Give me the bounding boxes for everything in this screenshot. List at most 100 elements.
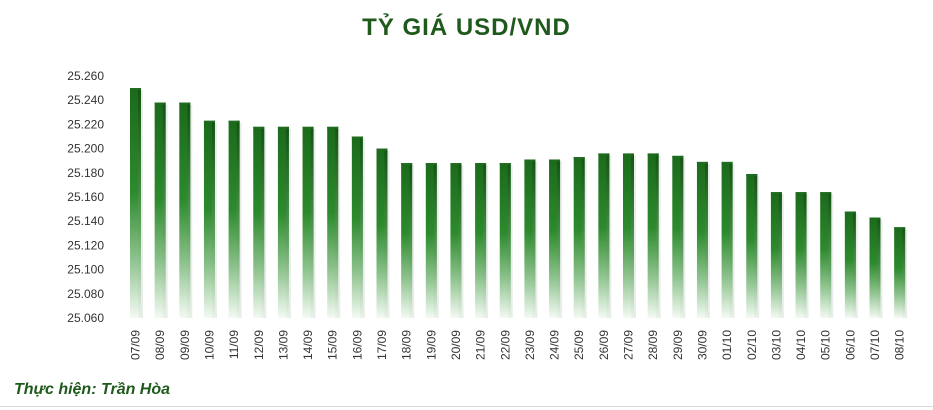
bar-body xyxy=(549,159,561,318)
bar-cap xyxy=(154,102,166,105)
bar-cap xyxy=(696,161,708,164)
x-tick-label: 09/09 xyxy=(178,330,192,360)
bar-body xyxy=(696,161,708,318)
bar xyxy=(696,161,710,318)
bar-body xyxy=(623,153,634,318)
bar-cap xyxy=(401,163,413,166)
x-tick-label: 25/09 xyxy=(572,330,586,360)
bar xyxy=(844,211,858,318)
bar-body xyxy=(228,120,240,319)
bar-cap xyxy=(425,163,437,166)
bar xyxy=(795,192,809,318)
bar xyxy=(524,159,538,318)
x-tick-label: 27/09 xyxy=(622,330,636,360)
chart-title: TỶ GIÁ USD/VND xyxy=(362,14,571,41)
y-tick-label: 25.220 xyxy=(67,117,104,131)
bar-side xyxy=(335,126,339,318)
bar-body xyxy=(154,102,166,319)
y-tick-label: 25.100 xyxy=(67,263,104,277)
bar xyxy=(154,102,168,319)
bar xyxy=(647,153,661,318)
bar-cap xyxy=(277,126,289,129)
bar-cap xyxy=(795,192,807,195)
x-tick-label: 29/09 xyxy=(671,330,685,360)
bar xyxy=(746,174,760,318)
bar-cap xyxy=(351,136,363,139)
bar-body xyxy=(672,155,684,318)
bar-cap xyxy=(721,161,733,164)
bar-side xyxy=(359,136,363,318)
y-tick-label: 25.180 xyxy=(67,166,104,180)
bar-side xyxy=(704,161,708,318)
bar-cap xyxy=(376,148,388,151)
bar-cap xyxy=(672,155,684,158)
bar xyxy=(672,155,686,318)
bar-side xyxy=(729,161,733,318)
bar-side xyxy=(187,102,191,319)
bar-cap xyxy=(549,159,561,162)
bar-side xyxy=(433,163,437,318)
bar-body xyxy=(253,126,265,318)
y-axis: 25.260 25.240 25.220 25.200 25.180 25.160 25.1… xyxy=(67,69,104,325)
bar-side xyxy=(778,192,782,318)
bar-cap xyxy=(623,153,634,156)
bar-body xyxy=(524,159,536,318)
bar-side xyxy=(902,227,906,318)
x-tick-label: 20/09 xyxy=(449,330,463,360)
bar-side xyxy=(261,126,265,318)
x-tick-label: 23/09 xyxy=(523,330,537,360)
y-tick-label: 25.260 xyxy=(67,69,104,83)
bar xyxy=(450,163,464,318)
x-tick-label: 05/10 xyxy=(819,330,833,360)
bar-body xyxy=(401,163,413,318)
bar xyxy=(425,163,439,318)
y-tick-label: 25.160 xyxy=(67,190,104,204)
bar-cap xyxy=(573,157,585,160)
bar xyxy=(327,126,341,318)
bar-side xyxy=(581,157,585,318)
x-tick-label: 01/10 xyxy=(720,330,734,360)
bar-body xyxy=(573,157,585,318)
bar-side xyxy=(458,163,462,318)
bar-body xyxy=(647,153,659,318)
bar xyxy=(253,126,267,318)
bar-side xyxy=(803,192,807,318)
bar-side xyxy=(236,120,240,319)
bar-side xyxy=(754,174,758,318)
x-tick-label: 02/10 xyxy=(745,330,759,360)
bar-cap xyxy=(598,153,610,156)
bar xyxy=(573,157,587,318)
bar xyxy=(228,120,242,319)
bar-side xyxy=(211,120,215,319)
x-tick-label: 21/09 xyxy=(474,330,488,360)
bar xyxy=(598,153,612,318)
bar-side xyxy=(138,88,141,318)
bar-cap xyxy=(203,120,215,123)
bar-body xyxy=(475,163,487,318)
x-tick-label: 16/09 xyxy=(350,330,364,360)
bar-cap xyxy=(647,153,659,156)
x-tick-label: 08/10 xyxy=(893,330,907,360)
bar-body xyxy=(351,136,363,318)
bar-body xyxy=(746,174,758,318)
bar-side xyxy=(409,163,413,318)
x-tick-label: 06/10 xyxy=(843,330,857,360)
bar xyxy=(475,163,489,318)
bar-side xyxy=(828,192,832,318)
bar xyxy=(401,163,415,318)
bar-side xyxy=(384,148,388,318)
bar xyxy=(203,120,217,319)
bar-body xyxy=(425,163,437,318)
bar-body xyxy=(499,163,511,318)
bar-body xyxy=(203,120,215,319)
bar-cap xyxy=(844,211,856,214)
x-tick-label: 19/09 xyxy=(424,330,438,360)
bar-body xyxy=(598,153,610,318)
y-tick-label: 25.120 xyxy=(67,238,104,252)
credit-text: Thực hiện: Trần Hòa xyxy=(14,381,171,398)
bar xyxy=(351,136,365,318)
bar-side xyxy=(532,159,536,318)
bar xyxy=(623,153,636,318)
bar-side xyxy=(877,217,881,318)
bar-cap xyxy=(894,227,906,230)
